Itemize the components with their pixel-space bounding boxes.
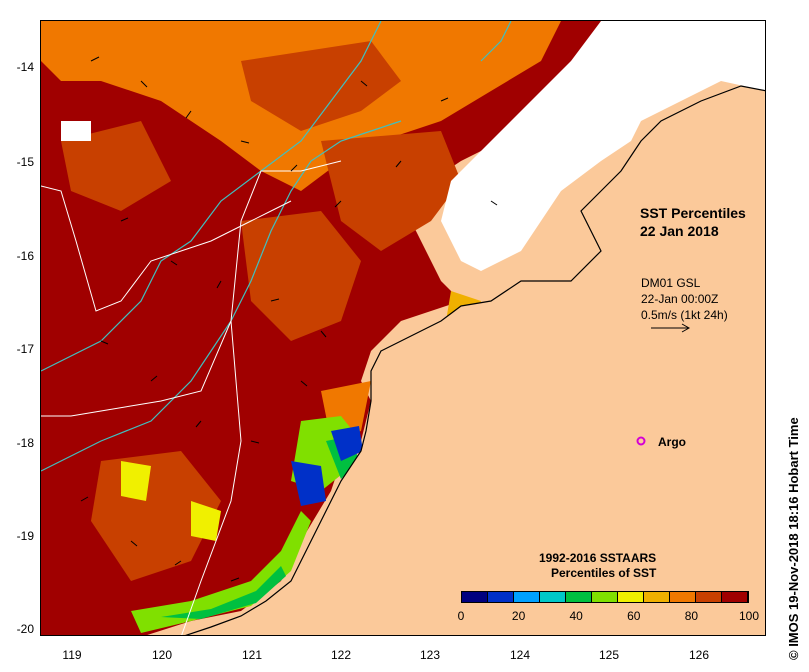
bathymetry-contour <box>41 120 402 472</box>
bathymetry-contour <box>480 21 512 62</box>
legend-tick-label: 80 <box>684 609 699 623</box>
current-scale: 0.5m/s (1kt 24h) <box>641 308 728 322</box>
legend-colorbar <box>461 591 749 603</box>
bathymetry-contour <box>41 21 382 372</box>
legend-swatch <box>592 592 618 602</box>
warm-patch <box>241 211 361 341</box>
legend-tick-label: 60 <box>627 609 641 623</box>
sst-map <box>41 21 765 635</box>
legend-swatch <box>488 592 514 602</box>
legend-swatch <box>618 592 644 602</box>
argo-label: Argo <box>658 435 686 449</box>
legend-swatch <box>462 592 488 602</box>
legend-swatch <box>644 592 670 602</box>
x-tick: 121 <box>241 648 263 662</box>
map-panel[interactable]: SST Percentiles 22 Jan 2018 DM01 GSL 22-… <box>40 20 766 636</box>
legend-swatch <box>514 592 540 602</box>
boundary-line <box>41 160 342 417</box>
cloud-cover <box>441 21 765 271</box>
x-tick: 126 <box>688 648 710 662</box>
warm-patch <box>61 121 171 211</box>
warm-patch <box>241 41 401 131</box>
map-title-line1: SST Percentiles <box>640 205 746 221</box>
legend: 1992-2016 SSTAARS Percentiles of SST 0 20… <box>458 551 761 631</box>
legend-tick-label: 100 <box>738 609 760 623</box>
y-tick: -18 <box>16 436 34 450</box>
yellow-patch <box>191 501 221 541</box>
y-tick: -19 <box>16 529 34 543</box>
y-tick: -15 <box>16 155 34 169</box>
cloud-cover <box>61 121 91 141</box>
land-mass <box>185 85 765 635</box>
x-tick: 124 <box>509 648 531 662</box>
legend-swatch <box>722 592 748 602</box>
x-tick: 123 <box>419 648 441 662</box>
current-source: DM01 GSL <box>641 276 701 290</box>
legend-swatch <box>540 592 566 602</box>
credit-text: © IMOS 19-Nov-2018 18:16 Hobart Time <box>786 417 801 660</box>
cool-strip <box>331 426 363 461</box>
legend-title-2: Percentiles of SST <box>551 566 657 580</box>
x-tick: 122 <box>330 648 352 662</box>
argo-marker <box>636 436 646 446</box>
legend-title-1: 1992-2016 SSTAARS <box>539 551 657 565</box>
legend-tick-label: 20 <box>511 609 526 623</box>
y-tick: -14 <box>16 60 34 74</box>
legend-swatch <box>670 592 696 602</box>
y-tick: -20 <box>16 622 34 636</box>
y-tick: -17 <box>16 342 34 356</box>
cool-strip <box>161 566 286 619</box>
legend-tick-label: 0 <box>457 609 465 623</box>
boundary-line <box>181 320 242 635</box>
legend-swatch <box>696 592 722 602</box>
legend-ticks: 0 20 40 60 80 100 <box>458 609 759 623</box>
warm-patch <box>321 131 461 251</box>
x-tick: 119 <box>62 648 82 662</box>
boundary-line <box>41 185 292 312</box>
x-tick: 125 <box>598 648 620 662</box>
scale-arrow <box>651 323 691 333</box>
current-arrows <box>80 56 498 582</box>
cool-strip <box>291 461 326 506</box>
current-time: 22-Jan 00:00Z <box>641 292 719 306</box>
y-tick: -16 <box>16 249 34 263</box>
x-tick: 120 <box>151 648 173 662</box>
legend-tick-label: 40 <box>569 609 583 623</box>
yellow-patch <box>121 461 151 501</box>
legend-swatch <box>566 592 592 602</box>
map-title-line2: 22 Jan 2018 <box>640 223 719 239</box>
